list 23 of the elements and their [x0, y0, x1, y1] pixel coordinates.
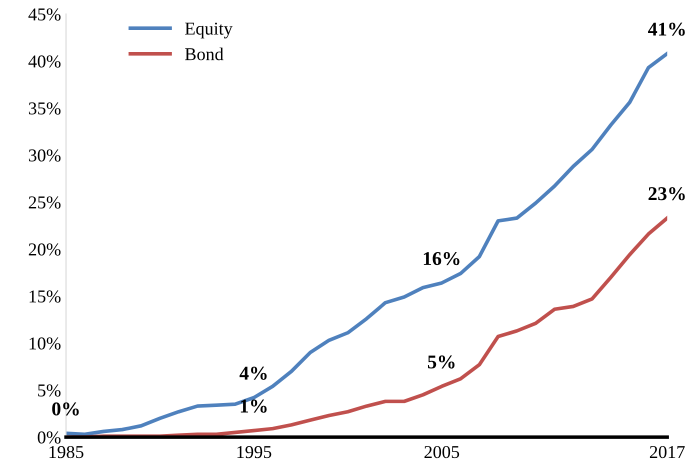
y-tick-label: 5% — [38, 384, 61, 397]
legend-label: Bond — [185, 48, 224, 60]
x-tick-label: 1995 — [237, 446, 272, 458]
annotation: 5% — [428, 355, 455, 369]
annotation: 23% — [648, 187, 685, 200]
annotation: 4% — [240, 366, 267, 380]
y-tick-label: 15% — [30, 290, 61, 303]
y-tick-label: 25% — [28, 196, 61, 209]
y-tick-label: 35% — [28, 102, 61, 115]
y-tick-label: 40% — [28, 55, 61, 68]
y-tick-label: 45% — [28, 8, 61, 21]
annotation: 16% — [424, 252, 460, 266]
x-tick-label: 2017 — [650, 446, 685, 458]
y-tick-label: 0% — [38, 431, 61, 444]
x-tick-label: 2005 — [424, 446, 460, 458]
y-tick-label: 10% — [30, 337, 61, 350]
x-tick-label: 1985 — [50, 446, 84, 458]
legend-label: Equity — [185, 22, 233, 38]
y-tick-label: 30% — [28, 149, 61, 162]
y-tick-label: 20% — [28, 243, 61, 256]
annotation: 0% — [52, 402, 79, 416]
annotation: 1% — [240, 400, 267, 413]
annotation: 41% — [648, 22, 685, 36]
